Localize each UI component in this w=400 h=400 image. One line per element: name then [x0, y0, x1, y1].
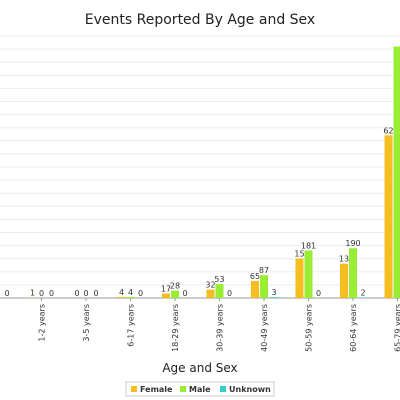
value-labels-layer: 0001000004401728032530658731518101319026…	[4, 126, 393, 298]
legend-label-unknown: Unknown	[229, 385, 271, 394]
x-tick-label: 50-59 years	[305, 304, 314, 352]
bar-female	[251, 280, 259, 298]
value-label: 181	[301, 242, 316, 251]
value-label: 4	[119, 288, 124, 297]
grid-layer	[0, 35, 400, 299]
legend-label-female: Female	[140, 385, 173, 394]
value-label: 0	[93, 289, 98, 298]
bar-male	[215, 284, 224, 298]
bar-female	[162, 293, 170, 298]
bar-male	[260, 275, 268, 298]
x-tick-label: 0-11 months	[0, 304, 2, 355]
bar-female	[384, 135, 393, 298]
value-label: 3	[271, 288, 276, 297]
value-label: 4	[128, 288, 133, 297]
bar-unknown	[359, 297, 367, 298]
value-label: 0	[83, 289, 88, 298]
bars-layer	[28, 46, 400, 299]
value-label: 15	[294, 249, 304, 258]
bar-female	[295, 258, 304, 298]
bar-female	[340, 263, 348, 298]
value-label: 0	[316, 289, 321, 298]
value-label: 0	[39, 289, 44, 298]
value-label: 190	[345, 239, 360, 248]
x-tick-label: 6-17 years	[127, 304, 136, 347]
legend-swatch-unknown	[220, 386, 226, 392]
bar-male	[393, 46, 400, 299]
x-tick-labels-layer: 0-11 months 1-2 years 3-5 years 6-17 years 1…	[0, 298, 400, 355]
bar-female	[117, 296, 126, 298]
x-tick-label: 30-39 years	[216, 304, 225, 352]
value-label: 32	[205, 281, 215, 290]
bar-male	[304, 250, 313, 298]
value-label: 0	[49, 289, 54, 298]
value-label: 0	[227, 289, 232, 298]
value-label: 0	[74, 289, 79, 298]
x-axis-label: Age and Sex	[162, 361, 237, 375]
legend-swatch-female	[131, 386, 137, 392]
bar-male	[171, 290, 179, 298]
bar-male	[126, 296, 135, 298]
value-label: 13	[339, 255, 349, 264]
x-tick-label: 18-29 years	[171, 304, 180, 352]
bar-male	[349, 248, 357, 298]
value-label: 65	[250, 272, 260, 281]
bar-female	[206, 289, 215, 298]
legend: Female Male Unknown	[125, 381, 275, 397]
x-tick-label: 3-5 years	[82, 304, 91, 342]
value-label: 1	[30, 289, 35, 298]
x-tick-label: 65-79 years	[394, 304, 400, 352]
x-tick-label: 60-64 years	[349, 304, 358, 352]
value-label: 87	[259, 266, 269, 275]
value-label: 17	[161, 285, 171, 294]
x-tick-label: 1-2 years	[38, 304, 47, 342]
legend-box	[125, 381, 275, 397]
value-label: 28	[170, 282, 180, 291]
x-tick-label: 40-49 years	[260, 304, 269, 352]
value-label: 0	[138, 289, 143, 298]
value-label: 62	[383, 126, 393, 135]
value-label: 53	[214, 275, 224, 284]
value-label: 0	[4, 289, 9, 298]
value-label: 0	[182, 289, 187, 298]
legend-label-male: Male	[189, 385, 211, 394]
chart-title: Events Reported By Age and Sex	[85, 12, 315, 28]
legend-swatch-male	[180, 386, 186, 392]
bar-unknown	[270, 297, 278, 298]
value-label: 2	[360, 288, 365, 297]
